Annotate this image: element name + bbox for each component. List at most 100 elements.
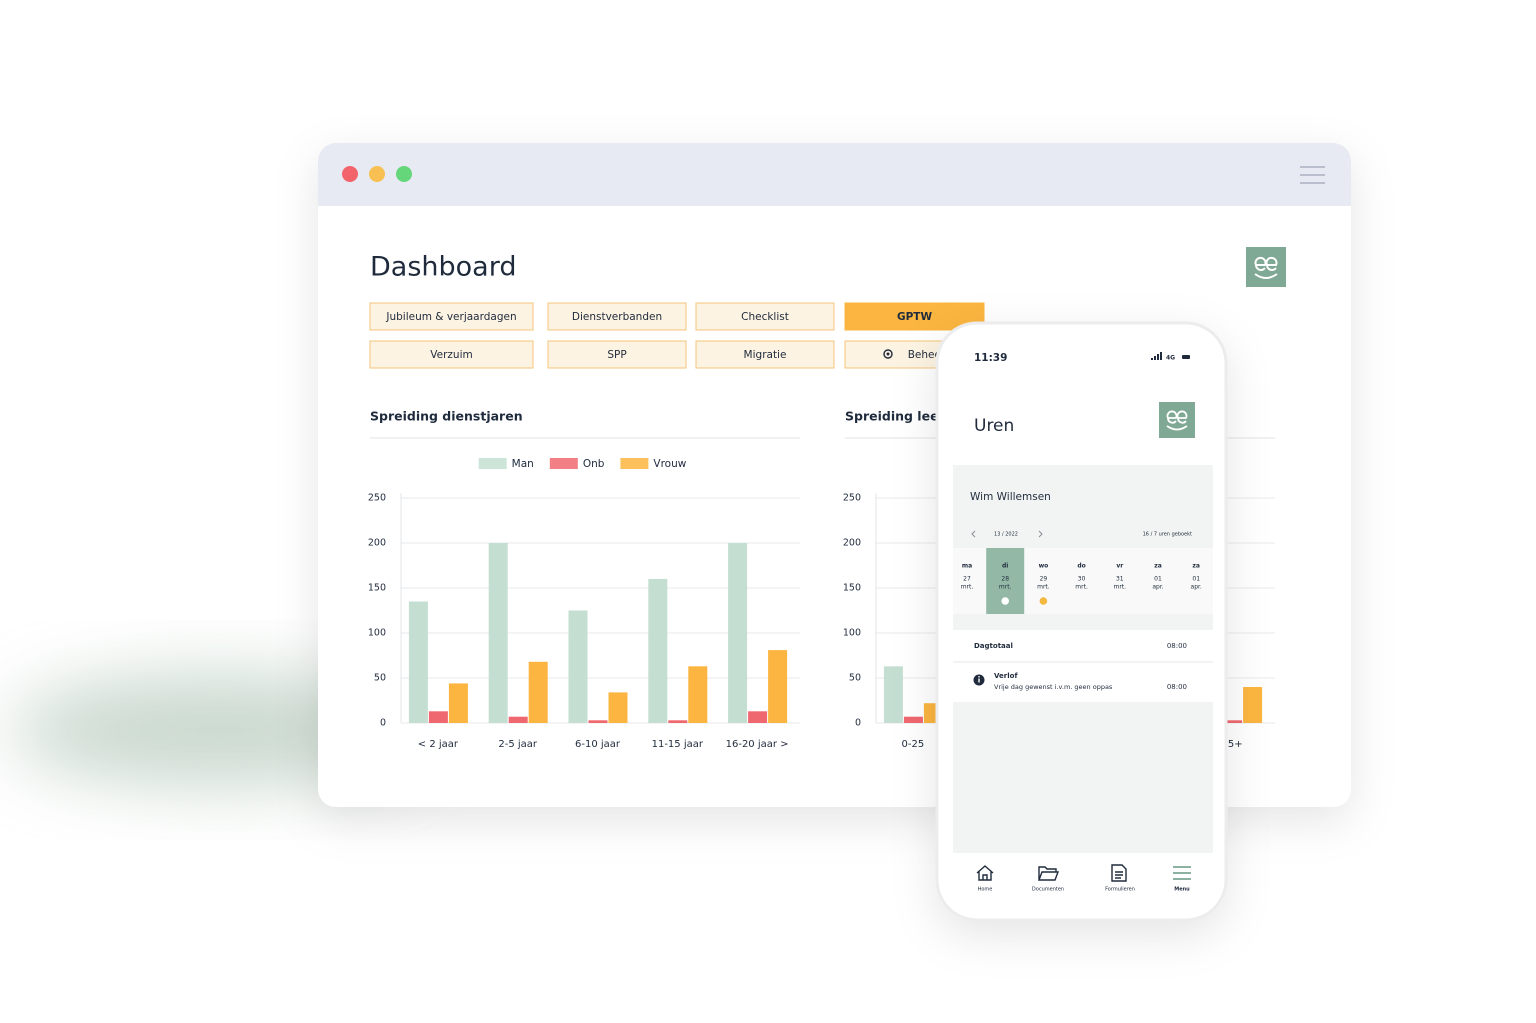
bar [488, 543, 508, 723]
x-tick-label: 11-15 jaar [652, 739, 704, 750]
entry-time: 08:00 [1167, 642, 1187, 650]
phone: 11:39 4G Uren Wim Willemsen 13 / 2022 16 / 7 … [883, 321, 1228, 922]
tab-button-label: Verzuim [430, 349, 472, 361]
status-time: 11:39 [974, 352, 1007, 364]
day-month: mrt. [1037, 584, 1050, 591]
day-month: mrt. [1114, 584, 1127, 591]
legend-swatch [478, 458, 507, 469]
day-dot [1001, 597, 1009, 605]
nav-label: Formulieren [1105, 887, 1135, 893]
legend: Man Onb Vrouw [478, 458, 687, 470]
nav-label: Home [978, 887, 993, 893]
window-dot-green[interactable] [396, 166, 412, 182]
legend-label: Onb [583, 458, 605, 470]
dashboard-buttons: Jubileum & verjaardagen Dienstverbanden Ch… [369, 302, 985, 369]
entry-time: 08:00 [1167, 683, 1187, 691]
prev-arrow[interactable] [971, 530, 976, 538]
gear-icon [883, 349, 893, 359]
bar [1223, 720, 1243, 723]
bar [648, 579, 668, 723]
bar [748, 711, 768, 723]
next-arrow[interactable] [1038, 530, 1043, 538]
bar [688, 666, 708, 723]
day-date: 28 [1001, 576, 1009, 583]
status-network: 4G [1166, 355, 1175, 362]
tab-button[interactable] [695, 302, 835, 331]
y-tick-label: 100 [843, 628, 861, 639]
bar [728, 543, 748, 723]
x-tick-label: 0-25 [902, 739, 925, 750]
legend-swatch [620, 458, 649, 469]
y-tick-label: 0 [855, 718, 861, 729]
day-month: apr. [1191, 584, 1202, 591]
bar [1243, 687, 1263, 723]
bar [883, 666, 903, 723]
day-month: apr. [1152, 584, 1163, 591]
y-tick-label: 50 [849, 673, 861, 684]
bar [588, 720, 608, 723]
legend-swatch [549, 458, 578, 469]
bar [668, 720, 688, 723]
tab-button-label: Checklist [741, 311, 789, 323]
tab-button-label: GPTW [897, 311, 932, 323]
nav-label: Documenten [1032, 887, 1064, 893]
bar [408, 601, 428, 723]
day-name: ma [962, 563, 972, 570]
legend-label: Vrouw [653, 458, 686, 470]
day-name: vr [1116, 563, 1123, 570]
legend-label: Man [512, 458, 534, 470]
bar [608, 692, 628, 723]
y-tick-label: 150 [843, 583, 861, 594]
hamburger-menu[interactable] [1300, 166, 1325, 184]
tab-button-label: Migratie [744, 349, 787, 361]
day-name: za [1192, 563, 1200, 570]
y-tick-label: 250 [368, 493, 386, 504]
y-tick-label: 200 [843, 538, 861, 549]
window-dot-yellow[interactable] [369, 166, 385, 182]
day-date: 30 [1078, 576, 1086, 583]
bar [428, 711, 448, 723]
day-name: di [1002, 563, 1008, 570]
y-tick-label: 250 [843, 493, 861, 504]
day-name: za [1154, 563, 1162, 570]
tab-button[interactable] [369, 302, 534, 331]
tab-button[interactable] [695, 340, 835, 369]
y-tick-label: 50 [374, 673, 386, 684]
day-month: mrt. [1075, 584, 1088, 591]
y-tick-label: 150 [368, 583, 386, 594]
tab-button[interactable] [369, 340, 534, 369]
bar [448, 683, 468, 723]
window-dot-red[interactable] [342, 166, 358, 182]
y-tick-label: 0 [380, 718, 386, 729]
day-date: 27 [963, 576, 971, 583]
entries-panel [953, 630, 1213, 702]
phone-logo [1159, 402, 1195, 438]
tab-button[interactable] [547, 340, 687, 369]
page-title: Dashboard [370, 252, 516, 283]
day-date: 29 [1040, 576, 1048, 583]
tab-button[interactable] [547, 302, 687, 331]
entry-label: Verlof [994, 672, 1018, 680]
x-tick-label: 2-5 jaar [498, 739, 538, 750]
nav-label: Menu [1174, 887, 1190, 893]
day-month: mrt. [961, 584, 974, 591]
nav-icons [976, 864, 1191, 882]
day-date: 31 [1116, 576, 1124, 583]
tab-button-label: Jubileum & verjaardagen [385, 311, 516, 323]
day-dot [1039, 597, 1048, 605]
x-tick-label: 55+ [1222, 739, 1243, 750]
day-name: wo [1039, 563, 1049, 570]
day-name: do [1077, 563, 1085, 570]
x-tick-label: 6-10 jaar [575, 739, 621, 750]
info-icon [973, 674, 985, 686]
bar [508, 716, 528, 723]
bar [528, 661, 548, 723]
bar [568, 610, 588, 723]
screen-title: Uren [974, 416, 1014, 436]
day-date: 01 [1192, 576, 1200, 583]
entry-note: Vrije dag gewenst i.v.m. geen oppas [994, 683, 1113, 691]
tab-button-label: SPP [607, 349, 626, 361]
entry-label: Dagtotaal [974, 642, 1013, 650]
x-tick-label: < 2 jaar [418, 739, 459, 750]
